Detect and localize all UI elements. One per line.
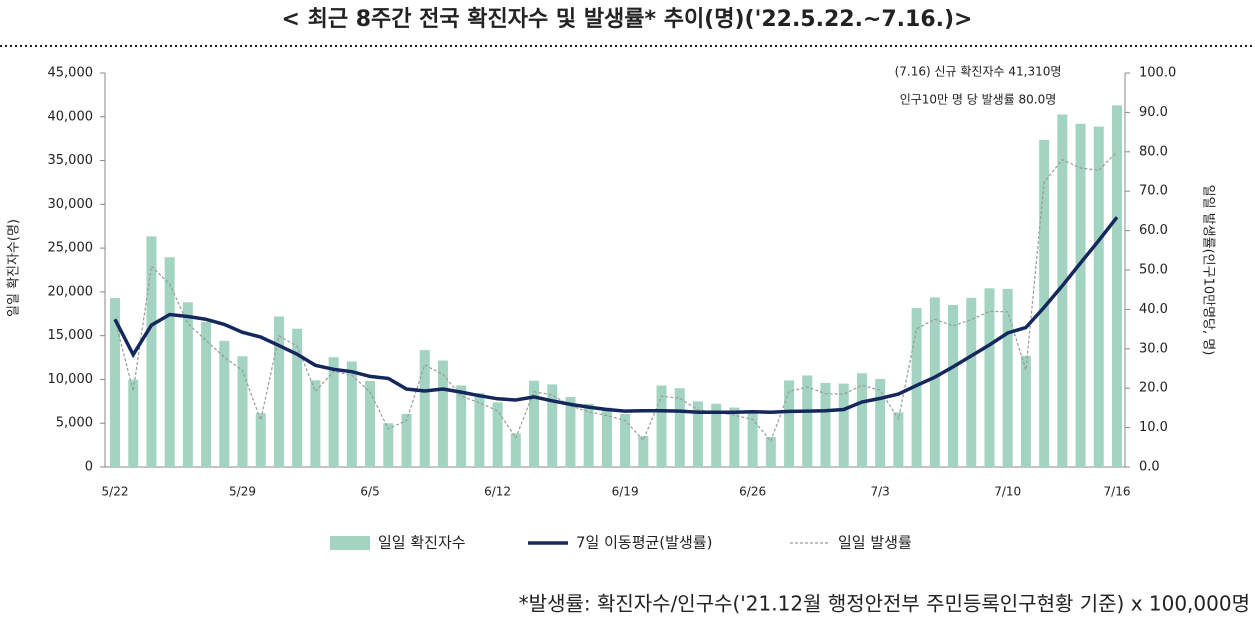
bar	[838, 383, 849, 467]
annotation: (7.16) 신규 확진자수 41,310명	[895, 65, 1062, 79]
bar	[128, 379, 139, 467]
y-tick-label: 40,000	[48, 109, 94, 124]
series-line	[113, 216, 1119, 414]
y2-tick-label: 80.0	[1139, 144, 1168, 159]
bar	[182, 302, 193, 467]
bar	[583, 403, 594, 467]
bar	[164, 257, 175, 467]
bar	[110, 298, 120, 467]
y2-tick-label: 20.0	[1139, 381, 1168, 396]
x-tick-label: 6/5	[360, 485, 379, 499]
legend-swatch	[330, 536, 370, 550]
bar	[219, 340, 230, 467]
bar	[711, 403, 722, 467]
bar	[802, 375, 813, 467]
bar	[474, 393, 485, 467]
bar	[201, 321, 212, 467]
y-tick-label: 10,000	[48, 372, 94, 387]
y2-axis-label: 일일 발생률(인구10만명당, 명)	[1201, 185, 1216, 356]
bar	[765, 437, 776, 467]
bar	[310, 380, 321, 467]
y2-tick-label: 70.0	[1139, 184, 1168, 199]
x-tick-label: 6/26	[739, 485, 766, 499]
bar	[638, 436, 649, 467]
bar	[529, 380, 540, 467]
bar	[893, 412, 904, 467]
bar	[401, 413, 412, 467]
y-tick-label: 20,000	[48, 284, 94, 299]
y-tick-label: 0	[85, 460, 93, 475]
bar	[492, 402, 503, 467]
bar	[437, 360, 448, 467]
bar	[1093, 126, 1104, 467]
y-tick-label: 5,000	[56, 416, 93, 431]
y-tick-label: 30,000	[48, 197, 94, 212]
annotation: 인구10만 명 당 발생률 80.0명	[900, 93, 1057, 107]
bar	[547, 384, 558, 467]
bar	[820, 382, 831, 467]
bar	[365, 380, 376, 467]
bar	[856, 373, 867, 467]
y-tick-label: 35,000	[48, 153, 94, 168]
legend-label: 일일 발생률	[838, 534, 912, 552]
x-tick-label: 6/12	[484, 485, 511, 499]
y2-tick-label: 0.0	[1139, 460, 1160, 475]
chart-title: < 최근 8주간 전국 확진자수 및 발생률* 추이(명)('22.5.22.~…	[281, 7, 972, 32]
x-tick-label: 7/16	[1104, 485, 1131, 499]
y2-tick-label: 60.0	[1139, 223, 1168, 238]
y2-tick-label: 100.0	[1139, 66, 1176, 81]
bar	[1002, 288, 1013, 467]
x-tick-label: 5/29	[229, 485, 256, 499]
legend-label: 일일 확진자수	[378, 534, 466, 552]
bar	[146, 236, 157, 467]
bar	[620, 413, 631, 467]
bar	[1075, 123, 1086, 467]
bar	[948, 304, 959, 467]
y2-tick-label: 90.0	[1139, 105, 1168, 120]
bar	[984, 288, 995, 467]
bar	[273, 316, 284, 467]
y-tick-label: 45,000	[48, 66, 94, 81]
bar	[784, 380, 795, 467]
series-line	[114, 151, 1118, 443]
bar	[911, 308, 922, 467]
bar	[1039, 139, 1050, 467]
bar	[292, 328, 303, 467]
y2-tick-label: 50.0	[1139, 263, 1168, 278]
bar	[875, 378, 886, 467]
y-tick-label: 25,000	[48, 241, 94, 256]
x-tick-label: 5/22	[102, 485, 129, 499]
bar	[237, 356, 248, 467]
bar	[929, 297, 940, 467]
bar	[601, 407, 612, 467]
bar	[565, 396, 576, 467]
x-tick-label: 6/19	[612, 485, 639, 499]
x-tick-label: 7/10	[994, 485, 1021, 499]
bar	[1057, 114, 1068, 468]
y-tick-label: 15,000	[48, 328, 94, 343]
y2-tick-label: 30.0	[1139, 341, 1168, 356]
bar	[1020, 355, 1031, 467]
bar	[674, 388, 685, 467]
bar	[1112, 105, 1122, 468]
bar	[966, 297, 977, 467]
bar	[510, 433, 521, 467]
bar	[692, 401, 703, 467]
bar	[656, 385, 667, 467]
bar	[346, 361, 357, 467]
bar	[328, 357, 339, 467]
legend-label: 7일 이동평균(발생률)	[576, 534, 712, 552]
y-axis-label: 일일 확진자수(명)	[7, 219, 22, 317]
x-tick-label: 7/3	[871, 485, 890, 499]
bar	[729, 407, 740, 467]
bar	[419, 350, 430, 467]
y2-tick-label: 10.0	[1139, 420, 1168, 435]
footnote: *발생률: 확진자수/인구수('21.12월 행정안전부 주민등록인구현황 기준…	[519, 592, 1250, 616]
bar	[383, 423, 394, 467]
bar	[456, 385, 467, 467]
bar	[255, 413, 266, 467]
bar	[747, 412, 758, 467]
y2-tick-label: 40.0	[1139, 302, 1168, 317]
